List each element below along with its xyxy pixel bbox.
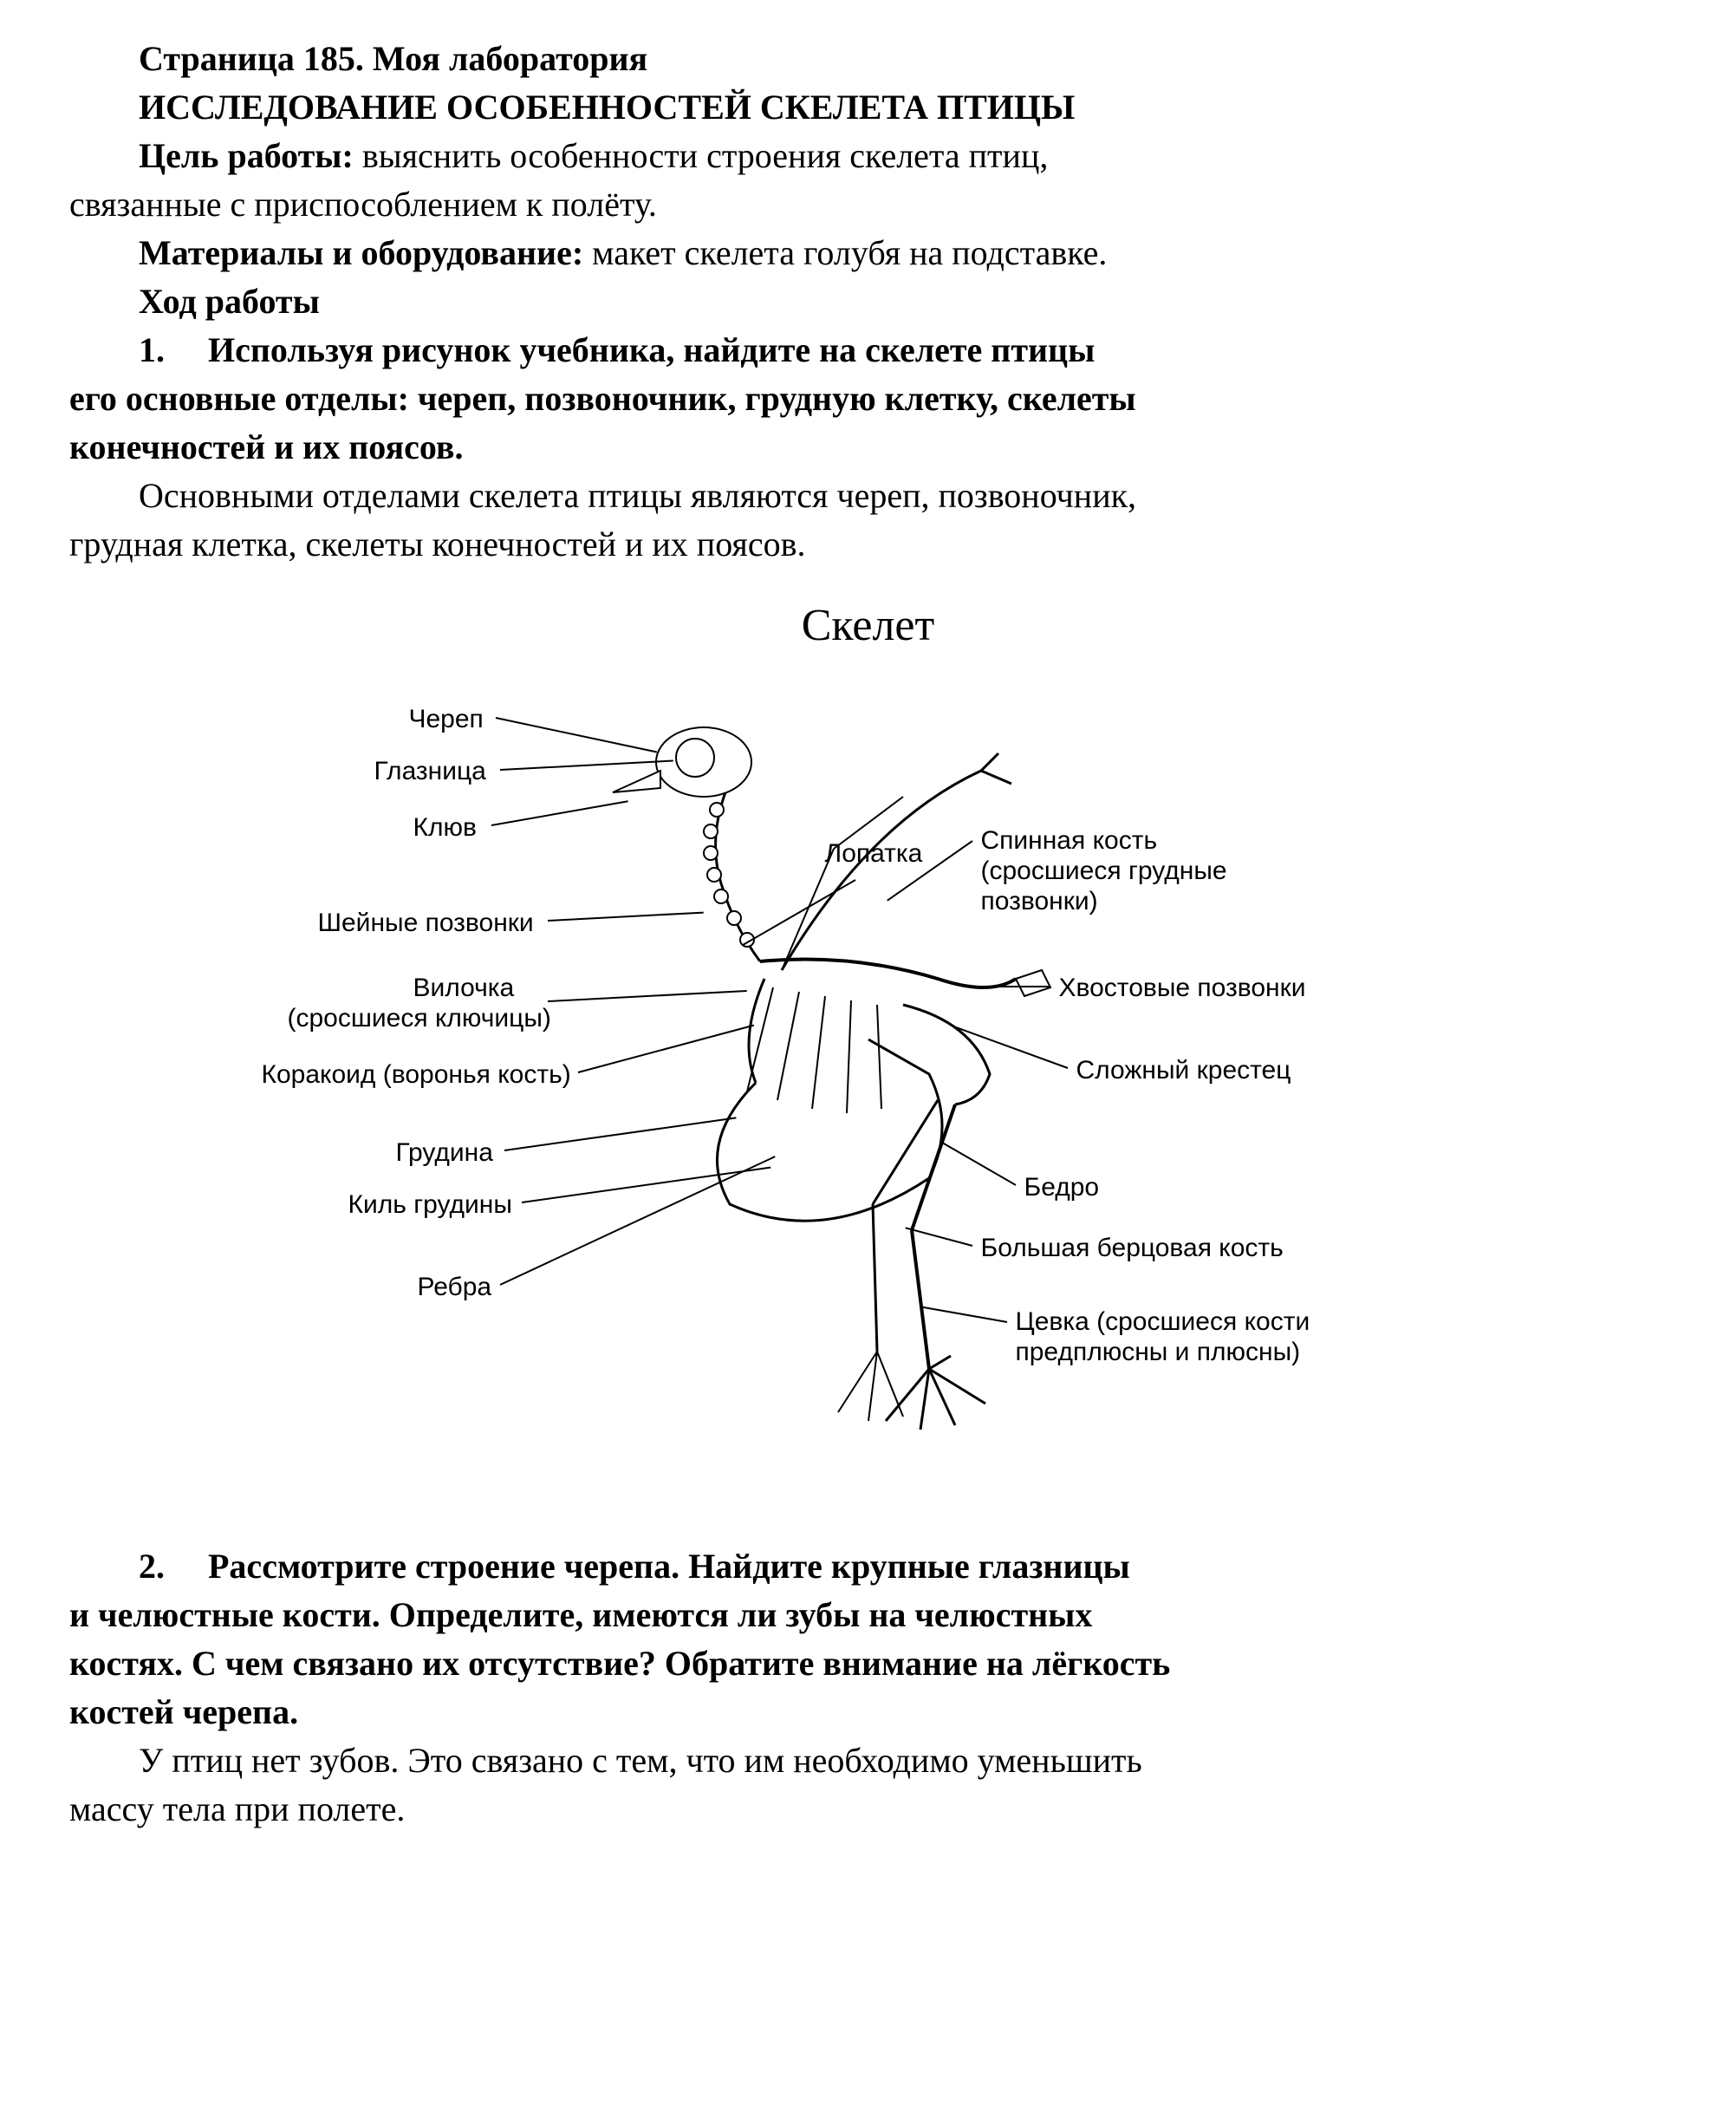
materials-label: Материалы и оборудование:	[139, 233, 583, 272]
skeleton-diagram: ЧерепГлазницаКлювШейные позвонкиВилочка(…	[262, 667, 1475, 1516]
diagram-label-right: Большая берцовая кость	[981, 1230, 1284, 1267]
item-2-number: 2.	[139, 1547, 165, 1586]
goal-paragraph: Цель работы: выяснить особенности строен…	[69, 132, 1667, 180]
leader-line	[998, 986, 1050, 987]
answer-2: У птиц нет зубов. Это связано с тем, что…	[69, 1736, 1667, 1785]
goal-label: Цель работы:	[139, 136, 354, 175]
diagram-label-right: предплюсны и плюсны)	[1016, 1334, 1301, 1371]
diagram-label-left: Ребра	[418, 1269, 492, 1306]
item-2: 2. Рассмотрите строение черепа. Найдите …	[69, 1542, 1667, 1591]
answer-1-cont: грудная клетка, скелеты конечностей и их…	[69, 520, 1667, 569]
diagram-label-left: Грудина	[396, 1135, 493, 1171]
diagram-label-left: Клюв	[413, 810, 477, 846]
answer-1: Основными отделами скелета птицы являютс…	[69, 472, 1667, 520]
goal-text-1: выяснить особенности строения скелета пт…	[354, 136, 1048, 175]
diagram-label-left: Шейные позвонки	[318, 905, 534, 941]
item-1-text-1: Используя рисунок учебника, найдите на с…	[208, 330, 1095, 369]
item-1-number: 1.	[139, 330, 165, 369]
diagram-label-left: Киль грудины	[348, 1187, 512, 1223]
item-2-cont-2: костях. С чем связано их отсутствие? Обр…	[69, 1639, 1667, 1688]
materials-paragraph: Материалы и оборудование: макет скелета …	[69, 229, 1667, 277]
goal-continuation: связанные с приспособлением к полёту.	[69, 180, 1667, 229]
diagram-label-left: (сросшиеся ключицы)	[288, 1000, 551, 1037]
diagram-label-right: Бедро	[1024, 1170, 1100, 1206]
diagram-label-right: Лопатка	[825, 836, 923, 872]
diagram-label-left: Череп	[409, 701, 484, 738]
item-1-cont-2: конечностей и их поясов.	[69, 423, 1667, 472]
materials-text: макет скелета голубя на подставке.	[583, 233, 1107, 272]
diagram-label-left: Глазница	[374, 753, 486, 790]
answer-2-cont: массу тела при полете.	[69, 1785, 1667, 1834]
page-header: Страница 185. Моя лаборатория	[69, 35, 1667, 83]
diagram-title: Скелет	[262, 595, 1475, 658]
item-1: 1. Используя рисунок учебника, найдите н…	[69, 326, 1667, 375]
item-2-text-1: Рассмотрите строение черепа. Найдите кру…	[208, 1547, 1130, 1586]
item-2-cont-1: и челюстные кости. Определите, имеются л…	[69, 1591, 1667, 1639]
diagram-label-right: Хвостовые позвонки	[1059, 970, 1306, 1007]
procedure-label: Ход работы	[69, 277, 1667, 326]
diagram-label-right: позвонки)	[981, 883, 1098, 920]
main-title: ИССЛЕДОВАНИЕ ОСОБЕННОСТЕЙ СКЕЛЕТА ПТИЦЫ	[69, 83, 1667, 132]
item-1-cont-1: его основные отделы: череп, позвоночник,…	[69, 375, 1667, 423]
item-2-cont-3: костей черепа.	[69, 1688, 1667, 1736]
diagram-label-left: Коракоид (воронья кость)	[262, 1057, 571, 1093]
diagram-label-right: Сложный крестец	[1076, 1052, 1291, 1089]
skeleton-diagram-container: Скелет	[262, 595, 1475, 1516]
document-content: Страница 185. Моя лаборатория ИССЛЕДОВАН…	[69, 35, 1667, 1834]
